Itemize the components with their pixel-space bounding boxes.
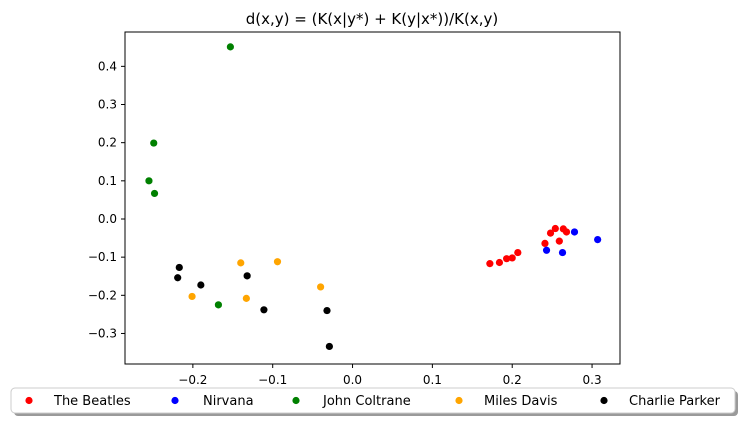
data-point: [495, 258, 504, 267]
axes-frame: [124, 31, 621, 365]
data-point: [323, 306, 331, 315]
legend-marker: [25, 396, 33, 405]
y-tick-label: 0.3: [98, 98, 117, 112]
series-miles-davis: [188, 258, 325, 302]
x-tick-label: 0.0: [343, 373, 362, 387]
data-point: [546, 229, 555, 237]
data-point: [317, 283, 325, 291]
legend-marker: [455, 396, 463, 405]
y-tick-label: 0.2: [98, 136, 117, 150]
legend-label: Nirvana: [203, 394, 254, 409]
data-point: [508, 254, 516, 262]
data-point: [555, 237, 563, 245]
data-point: [514, 248, 522, 257]
data-point: [174, 274, 182, 282]
chart-title: d(x,y) = (K(x|y*) + K(y|x*))/K(x,y): [246, 10, 498, 28]
x-tick-label: −0.1: [258, 373, 287, 387]
data-point: [145, 177, 153, 185]
data-point: [150, 189, 159, 198]
data-point: [551, 224, 559, 233]
legend-label: John Coltrane: [322, 394, 411, 409]
series-charlie-parker: [174, 263, 333, 351]
series-john-coltrane: [145, 43, 234, 309]
y-tick-label: 0.0: [98, 212, 117, 226]
data-point: [325, 342, 333, 351]
data-point: [558, 248, 567, 257]
data-point: [150, 139, 158, 147]
x-tick-label: 0.1: [423, 373, 442, 387]
data-point: [541, 239, 549, 248]
legend-marker: [292, 396, 300, 405]
data-point: [486, 260, 494, 268]
data-point: [562, 228, 571, 236]
data-point: [214, 301, 223, 309]
series-nirvana: [542, 228, 602, 257]
data-point: [237, 259, 245, 267]
legend-marker: [600, 396, 608, 405]
data-point: [260, 306, 268, 314]
x-tick-label: 0.3: [583, 373, 602, 387]
x-tick-label: 0.2: [503, 373, 522, 387]
data-point: [243, 272, 251, 280]
data-point: [197, 281, 205, 289]
data-point: [542, 246, 551, 254]
data-point: [570, 228, 579, 236]
legend: The Beatles Nirvana John Coltrane Miles Dav…: [10, 387, 738, 416]
data-point: [188, 292, 196, 301]
y-tick-label: 0.4: [98, 59, 117, 73]
legend-label: Charlie Parker: [629, 394, 721, 409]
legend-marker: [171, 396, 179, 405]
y-tick-label: 0.1: [98, 174, 117, 188]
legend-box: [10, 387, 736, 414]
y-tick-label: −0.2: [88, 288, 117, 302]
data-point: [503, 255, 511, 263]
data-point: [242, 294, 250, 302]
y-tick-label: −0.3: [88, 326, 117, 340]
y-tick-label: −0.1: [88, 250, 117, 264]
data-point: [226, 43, 234, 51]
data-point: [594, 235, 602, 244]
legend-label: The Beatles: [53, 394, 131, 409]
data-point: [273, 258, 282, 266]
plot-area: −0.2 −0.1 0.0 0.1 0.2 0.3 −0.3 −0.2 −0.1 0.0 0.1 0.…: [88, 31, 621, 387]
x-tick-label: −0.2: [178, 373, 207, 387]
data-point: [175, 263, 183, 272]
legend-label: Miles Davis: [484, 394, 558, 409]
series-the-beatles: [486, 224, 571, 268]
